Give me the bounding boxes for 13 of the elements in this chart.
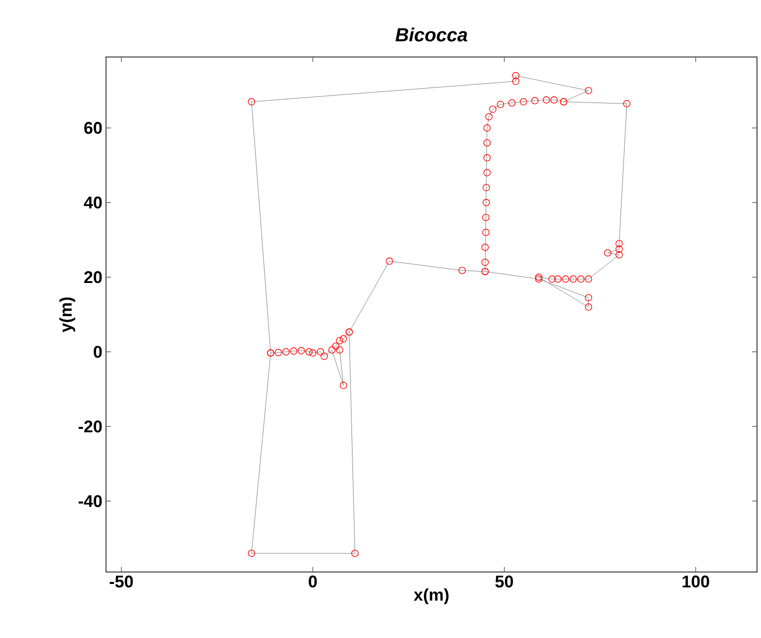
- y-tick-label: 40: [84, 196, 102, 209]
- y-tick-label: 60: [84, 122, 102, 134]
- x-tick-label: -50: [110, 576, 133, 588]
- x-axis-title: x(m): [414, 588, 449, 604]
- x-tick-label: 50: [495, 576, 513, 588]
- y-tick-label: 0: [94, 346, 102, 358]
- y-tick-label: 20: [84, 271, 102, 284]
- y-tick-label: -20: [78, 420, 102, 432]
- x-tick-label: 0: [308, 576, 317, 588]
- chart-title: Bicocca: [396, 28, 468, 42]
- y-axis-title: y(m): [59, 297, 76, 332]
- x-tick-label: 100: [682, 576, 710, 588]
- y-tick-label: -40: [78, 495, 102, 508]
